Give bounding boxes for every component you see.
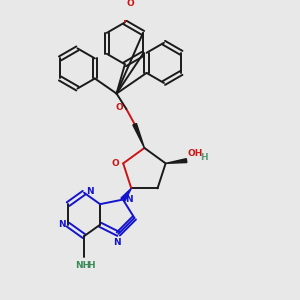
Text: N: N <box>58 220 66 229</box>
Text: N: N <box>113 238 121 247</box>
Text: N: N <box>125 195 133 204</box>
Text: N: N <box>86 187 94 196</box>
Text: OH: OH <box>188 149 203 158</box>
Text: H: H <box>87 261 95 270</box>
Text: O: O <box>115 103 123 112</box>
Polygon shape <box>121 188 131 201</box>
Polygon shape <box>166 159 187 164</box>
Text: O: O <box>126 0 134 8</box>
Text: O: O <box>111 159 119 168</box>
Text: H: H <box>200 153 208 162</box>
Polygon shape <box>133 124 144 148</box>
Text: NH: NH <box>75 261 90 270</box>
